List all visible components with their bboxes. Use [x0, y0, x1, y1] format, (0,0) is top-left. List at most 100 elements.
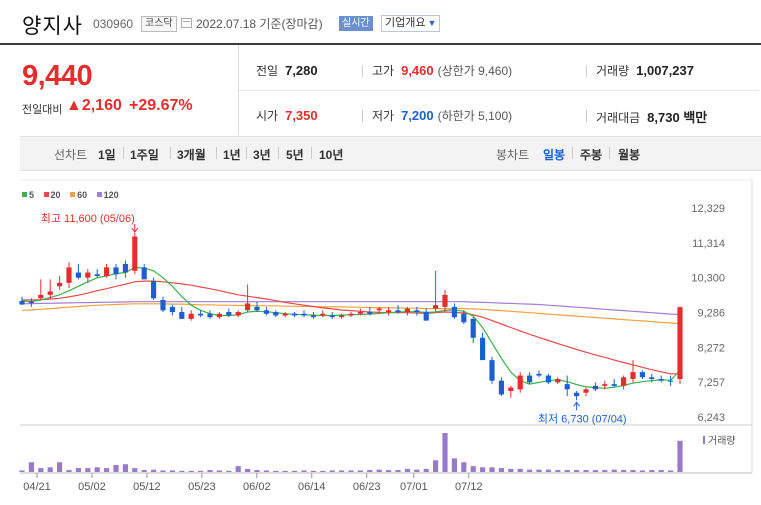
toolbar-divider: [609, 147, 610, 159]
candle-body: [470, 318, 476, 338]
volume-bar: [292, 470, 298, 472]
toolbar-divider: [572, 147, 573, 159]
stat-open-value: 7,350: [285, 108, 318, 123]
candle-body: [395, 310, 401, 313]
candle-body: [339, 315, 345, 318]
candle-body: [517, 375, 523, 390]
candle-body: [94, 274, 100, 276]
realtime-button[interactable]: 실시간: [339, 16, 373, 31]
candle-body: [564, 384, 570, 390]
candle-body: [555, 378, 561, 383]
stat-high-label: 고가: [372, 64, 395, 78]
candle-chart-label: 봉차트: [496, 148, 530, 162]
stock-name: 양지사: [22, 15, 83, 38]
stat-lower-limit: (하한가 5,100): [437, 109, 513, 123]
y-tick-label: 9,286: [697, 308, 725, 320]
candle-body: [480, 337, 486, 361]
candle-body: [423, 312, 429, 321]
stat-volume: 거래량 1,007,237: [596, 62, 694, 79]
volume-bar: [104, 468, 110, 472]
volume-bar: [658, 470, 664, 472]
period-3m[interactable]: 3개월: [177, 148, 206, 162]
volume-bar: [254, 470, 260, 472]
toolbar-divider: [278, 147, 279, 159]
base-date: 2022.07.18 기준(장마감): [196, 17, 323, 31]
summary-divider: [238, 45, 239, 135]
period-5y[interactable]: 5년: [286, 148, 304, 162]
x-tick-label: 05/02: [78, 481, 106, 493]
stat-prev-label: 전일: [256, 64, 279, 78]
volume-bar: [461, 462, 467, 472]
candle-monthly[interactable]: 월봉: [618, 148, 641, 162]
header-divider: [0, 43, 761, 45]
volume-bar: [122, 464, 128, 472]
candle-body: [329, 315, 335, 318]
stock-code: 030960: [93, 17, 134, 31]
volume-bar: [555, 470, 561, 472]
candle-body: [301, 313, 307, 316]
candle-body: [489, 360, 495, 381]
candle-body: [583, 389, 589, 393]
volume-label: 거래량: [708, 435, 736, 447]
volume-bar: [621, 470, 627, 472]
x-tick-label: 04/21: [23, 481, 51, 493]
candle-body: [235, 312, 241, 316]
candle-body: [357, 312, 363, 314]
volume-bar: [508, 468, 514, 472]
stat-high-value: 9,460: [401, 63, 434, 78]
legend-ma120: 120: [96, 190, 119, 200]
legend-ma60: 60: [70, 190, 87, 200]
candle-body: [160, 299, 166, 311]
stat-low: 저가 7,200 (하한가 5,100): [372, 107, 512, 124]
volume-bar: [151, 469, 157, 472]
candle-body: [216, 313, 222, 318]
line-chart-label: 선차트: [54, 148, 88, 162]
volume-bar: [160, 470, 166, 472]
volume-bar: [113, 464, 119, 472]
period-1w[interactable]: 1주일: [130, 148, 159, 162]
volume-bar: [545, 469, 551, 472]
ma5-line: [21, 266, 681, 389]
volume-bar: [649, 470, 655, 472]
volume-bar: [583, 470, 589, 472]
ma-legend: 5 20 60 120: [22, 190, 126, 200]
volume-legend-mark: [703, 436, 705, 444]
volume-bar: [28, 462, 34, 472]
candle-body: [536, 373, 542, 376]
candle-body: [57, 282, 63, 287]
stat-low-value: 7,200: [401, 108, 434, 123]
company-overview-select[interactable]: 기업개요 ▼: [381, 15, 441, 32]
y-tick-label: 12,329: [691, 203, 725, 215]
candle-body: [85, 272, 91, 278]
volume-bar: [630, 470, 636, 472]
candle-body: [639, 372, 645, 378]
y-tick-label: 8,272: [697, 342, 725, 354]
volume-bar: [94, 467, 100, 472]
period-1y[interactable]: 1년: [223, 148, 241, 162]
volume-bar: [367, 470, 373, 472]
volume-bar: [677, 440, 683, 472]
candle-weekly[interactable]: 주봉: [580, 148, 603, 162]
candle-body: [649, 377, 655, 379]
period-3y[interactable]: 3년: [253, 148, 271, 162]
volume-bar: [414, 469, 420, 472]
volume-bar: [395, 470, 401, 472]
volume-bar: [574, 470, 580, 472]
stat-divider: [586, 65, 587, 77]
stat-prev-value: 7,280: [285, 63, 318, 78]
volume-bar: [357, 470, 363, 472]
volume-bar: [310, 470, 316, 472]
volume-bar: [188, 470, 194, 472]
candle-body: [630, 372, 636, 379]
candle-body: [404, 308, 410, 313]
candle-body: [169, 306, 175, 313]
candle-daily[interactable]: 일봉: [543, 148, 566, 162]
candle-body: [621, 377, 627, 386]
stat-divider: [586, 110, 587, 122]
period-1d[interactable]: 1일: [98, 148, 116, 162]
x-tick-label: 07/12: [455, 481, 483, 493]
low-arrow-head: [573, 401, 580, 407]
change-label: 전일대비: [22, 104, 63, 116]
period-10y[interactable]: 10년: [319, 148, 344, 162]
volume-bar: [423, 468, 429, 472]
